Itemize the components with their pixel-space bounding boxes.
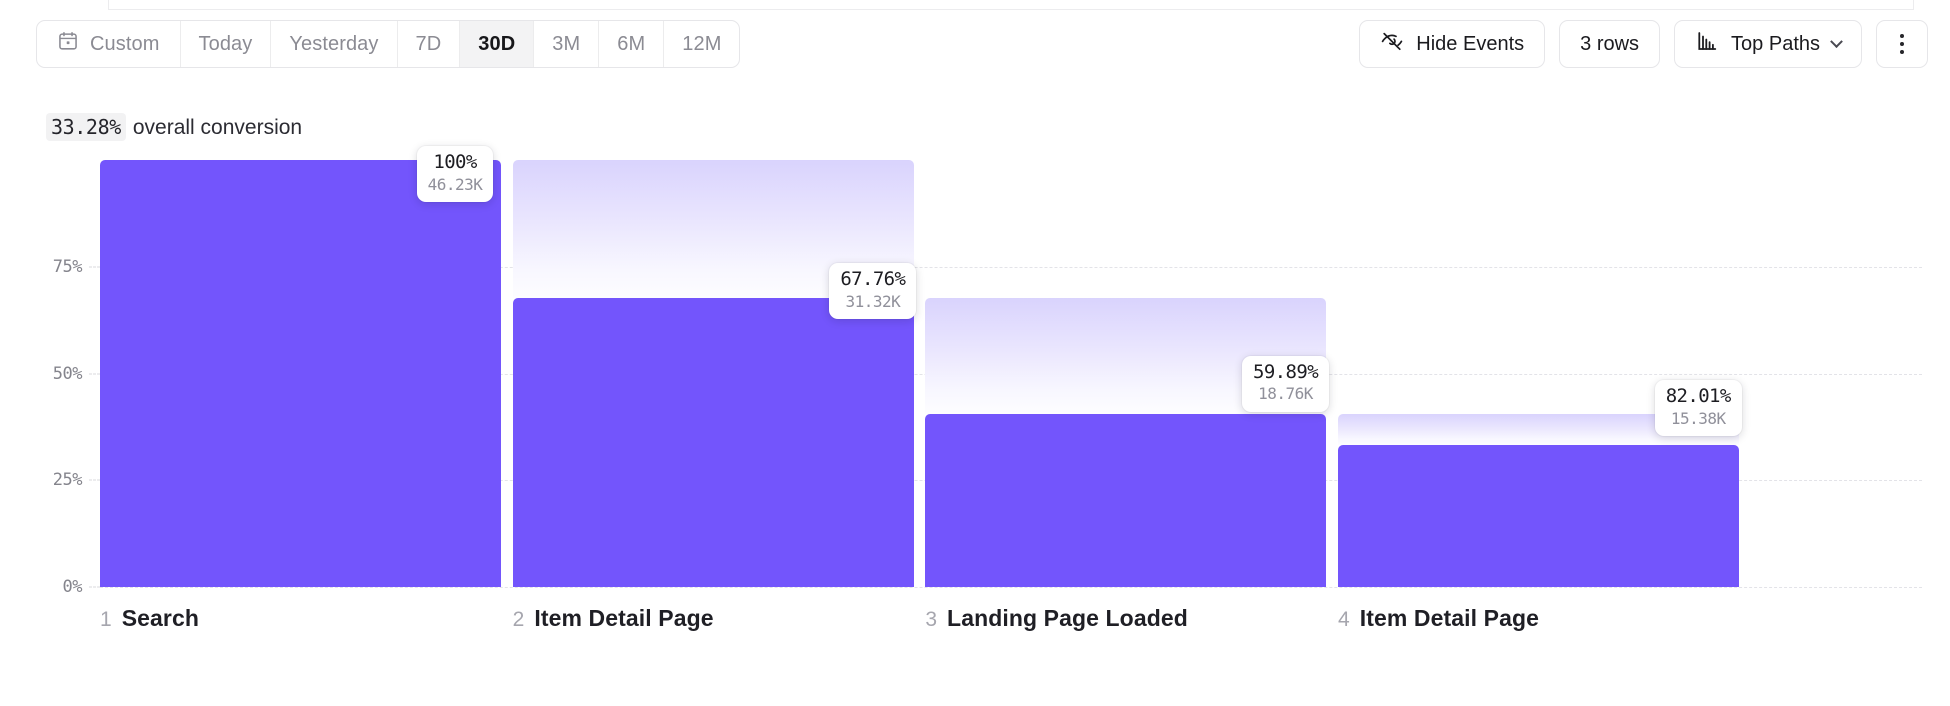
gridline-0 — [100, 587, 1922, 588]
y-axis: 75% 50% 25% 0% — [0, 160, 100, 597]
range-option-30d[interactable]: 30D — [460, 21, 535, 67]
tooltip-count-step-2: 31.32K — [845, 292, 901, 312]
x-step-label-4: Item Detail Page — [1359, 605, 1540, 631]
range-option-yesterday-label: Yesterday — [289, 32, 379, 55]
bar-fill-step-4[interactable] — [1338, 444, 1739, 587]
y-tick-label-25: 25% — [52, 470, 83, 491]
x-step-number-3: 3 — [925, 608, 938, 631]
gridline-75 — [100, 266, 1922, 268]
x-label-step-1[interactable]: 1 Search — [100, 605, 199, 632]
x-label-step-2[interactable]: 2 Item Detail Page — [513, 605, 714, 632]
tooltip-count-step-3: 18.76K — [1258, 384, 1313, 404]
x-step-label-3: Landing Page Loaded — [947, 605, 1188, 631]
tooltip-step-4: 82.01% 15.38K — [1654, 380, 1742, 437]
range-option-yesterday[interactable]: Yesterday — [271, 21, 398, 67]
x-axis-labels: 1 Search 2 Item Detail Page 3 Landing Pa… — [100, 605, 1922, 645]
top-paths-dropdown[interactable]: Top Paths — [1674, 20, 1862, 68]
bar-chart-icon — [1695, 29, 1719, 59]
kebab-menu-icon — [1900, 34, 1904, 54]
tooltip-percent-step-1: 100% — [433, 151, 477, 173]
date-range-segmented-control[interactable]: Custom Today Yesterday 7D 30D 3M — [36, 20, 741, 68]
overall-conversion-summary: 33.28% overall conversion — [46, 113, 302, 141]
range-option-30d-label: 30D — [478, 32, 516, 55]
hide-events-label: Hide Events — [1416, 32, 1525, 55]
x-step-number-1: 1 — [100, 608, 112, 631]
bar-group-step-2[interactable]: 67.76% 31.32K — [512, 160, 917, 587]
tooltip-count-step-4: 15.38K — [1670, 409, 1726, 429]
bar-group-step-1[interactable]: 100% 46.23K — [100, 146, 501, 587]
x-step-number-2: 2 — [512, 608, 525, 631]
overall-conversion-value: 33.28% — [46, 113, 126, 141]
x-step-label-2: Item Detail Page — [534, 605, 714, 631]
tooltip-step-2: 67.76% 31.32K — [829, 263, 917, 320]
range-option-12m-label: 12M — [682, 32, 722, 55]
bar-fill-step-1[interactable] — [100, 160, 501, 587]
range-option-6m-label: 6M — [617, 32, 646, 55]
top-paths-label: Top Paths — [1731, 32, 1820, 55]
range-option-custom-label: Custom — [90, 32, 160, 55]
eye-off-icon — [1380, 29, 1404, 59]
y-tick-label-0: 0% — [62, 577, 83, 597]
tooltip-percent-step-4: 82.01% — [1665, 385, 1732, 408]
x-label-step-4[interactable]: 4 Item Detail Page — [1338, 605, 1539, 632]
range-option-today-label: Today — [198, 32, 253, 55]
panel-top-edge — [108, 0, 1914, 10]
chevron-down-icon — [1830, 34, 1843, 48]
y-tick-label-75: 75% — [52, 256, 83, 277]
y-tick-mark-0 — [89, 586, 100, 588]
tooltip-percent-step-2: 67.76% — [840, 268, 906, 291]
calendar-icon — [57, 30, 79, 58]
range-option-3m[interactable]: 3M — [534, 21, 600, 67]
tooltip-count-step-1: 46.23K — [427, 174, 483, 194]
range-option-3m-label: 3M — [552, 32, 581, 55]
rows-count-label: 3 rows — [1580, 32, 1640, 55]
range-option-12m[interactable]: 12M — [664, 21, 739, 67]
x-label-step-3[interactable]: 3 Landing Page Loaded — [925, 605, 1188, 632]
hide-events-button[interactable]: Hide Events — [1359, 20, 1546, 68]
funnel-chart: 75% 50% 25% 0% 100% 46.23K — [0, 146, 1950, 706]
range-option-custom[interactable]: Custom — [37, 21, 181, 67]
tooltip-percent-step-3: 59.89% — [1253, 360, 1319, 383]
bar-fill-step-3[interactable] — [925, 413, 1327, 587]
y-tick-mark-75 — [89, 266, 100, 268]
rows-count-button[interactable]: 3 rows — [1559, 20, 1661, 68]
tooltip-step-1: 100% 46.23K — [416, 146, 494, 203]
more-options-button[interactable] — [1876, 20, 1928, 68]
y-tick-mark-50 — [89, 373, 100, 374]
bar-fill-step-2[interactable] — [512, 297, 914, 587]
range-option-7d[interactable]: 7D — [398, 21, 461, 67]
y-tick-label-50: 50% — [52, 363, 83, 384]
y-tick-mark-25 — [89, 479, 100, 481]
overall-conversion-label: overall conversion — [132, 116, 303, 139]
bar-group-step-4[interactable]: 82.01% 15.38K — [1338, 160, 1742, 587]
tooltip-step-3: 59.89% 18.76K — [1242, 355, 1330, 412]
bar-series: 100% 46.23K 67.76% 31.32K — [100, 146, 1922, 587]
range-option-6m[interactable]: 6M — [599, 21, 665, 67]
range-option-today[interactable]: Today — [181, 21, 272, 67]
plot-area: 100% 46.23K 67.76% 31.32K — [100, 146, 1922, 588]
toolbar-left-group: Custom Today Yesterday 7D 30D 3M — [36, 20, 741, 68]
x-step-number-4: 4 — [1338, 608, 1350, 631]
chart-toolbar: Custom Today Yesterday 7D 30D 3M — [0, 18, 1950, 70]
x-step-label-1: Search — [121, 605, 200, 631]
bar-group-step-3[interactable]: 59.89% 18.76K — [925, 160, 1330, 587]
toolbar-right-group: Hide Events 3 rows Top Paths — [1359, 20, 1928, 68]
range-option-7d-label: 7D — [415, 32, 442, 55]
